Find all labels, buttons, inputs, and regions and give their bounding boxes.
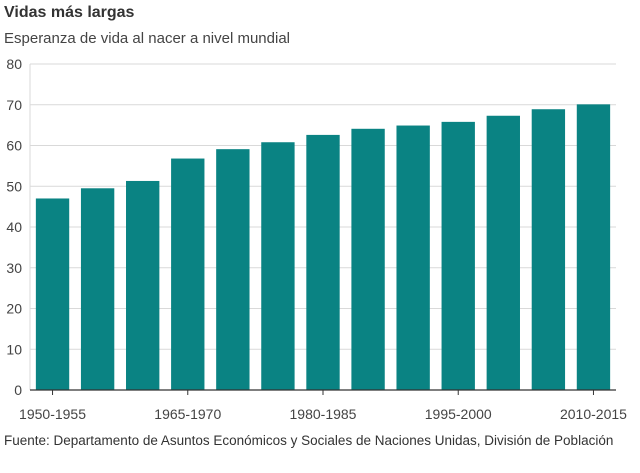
bar-2005-2010 <box>531 109 566 391</box>
y-tick-label: 0 <box>14 382 22 398</box>
y-axis-ticks: 0 10 20 30 40 50 60 70 80 <box>6 56 22 398</box>
x-tick-label: 1995-2000 <box>425 406 492 422</box>
bar-1985-1990 <box>351 128 385 391</box>
y-tick-label: 20 <box>6 301 22 317</box>
bar-1955-1960 <box>80 188 115 390</box>
bar-1950-1955 <box>35 198 70 390</box>
bar-1980-1985 <box>306 134 340 390</box>
x-tick-label: 2010-2015 <box>560 406 627 422</box>
y-tick-label: 10 <box>6 341 22 357</box>
bar-1990-1995 <box>396 125 430 390</box>
bar-2000-2005 <box>486 115 520 390</box>
y-tick-label: 60 <box>6 138 22 154</box>
y-tick-label: 50 <box>6 178 22 194</box>
bar-chart: 0 10 20 30 40 50 60 70 80 1950-1955 1965-1970 1980… <box>6 56 627 422</box>
bar-1960-1965 <box>126 180 160 390</box>
bar-1995-2000 <box>441 121 475 391</box>
bar-1975-1980 <box>261 142 295 390</box>
x-tick-label: 1950-1955 <box>19 406 86 422</box>
bar-1965-1970 <box>171 158 205 390</box>
bar-2010-2015 <box>576 104 611 390</box>
chart-subtitle: Esperanza de vida al nacer a nivel mundi… <box>4 30 291 47</box>
chart-title: Vidas más largas <box>4 4 135 21</box>
x-tick-label: 1980-1985 <box>290 406 357 422</box>
y-tick-label: 70 <box>6 97 22 113</box>
bars <box>35 104 611 391</box>
x-tick-label: 1965-1970 <box>154 406 221 422</box>
bar-1970-1975 <box>216 149 250 390</box>
y-tick-label: 30 <box>6 260 22 276</box>
x-axis-ticks: 1950-1955 1965-1970 1980-1985 1995-2000 2010… <box>19 390 627 422</box>
source-note: Fuente: Departamento de Asuntos Económic… <box>4 433 614 448</box>
y-tick-label: 80 <box>6 56 22 72</box>
y-tick-label: 40 <box>6 219 22 235</box>
